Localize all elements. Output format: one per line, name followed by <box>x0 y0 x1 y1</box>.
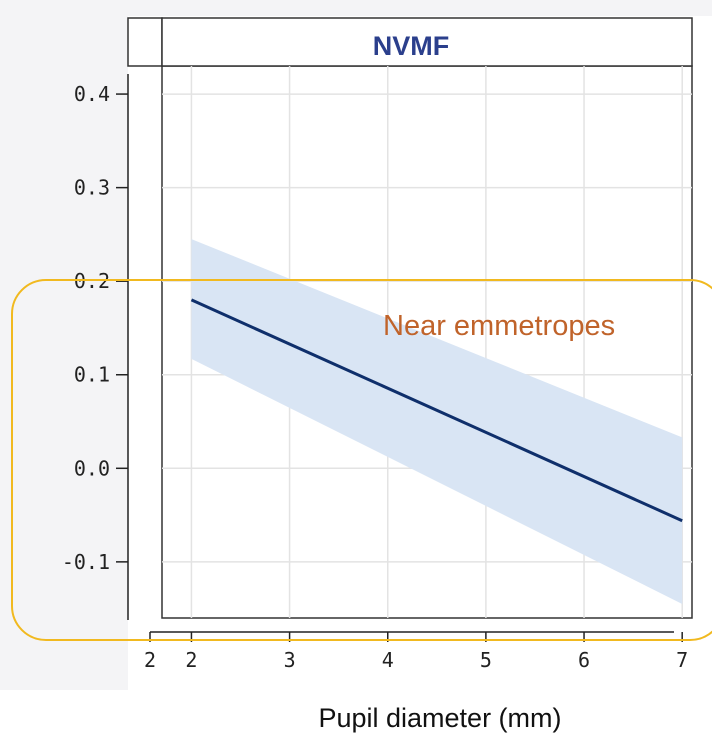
strip-header <box>161 17 693 67</box>
annotation-label: Near emmetropes <box>383 310 615 342</box>
y-tick-label: 0.3 <box>74 176 110 200</box>
x-tick-label: 7 <box>676 648 688 672</box>
x-tick-label: 6 <box>578 648 590 672</box>
y-tick-label: 0.1 <box>74 363 110 387</box>
x-tick-label: 2 <box>185 648 197 672</box>
x-tick-label-clipped: 2 <box>144 648 156 672</box>
y-tick-label: 0.0 <box>74 456 110 480</box>
strip-header-left <box>127 17 163 67</box>
background-strip <box>0 0 128 690</box>
panel-title: NVMF <box>373 31 450 61</box>
x-axis-label: Pupil diameter (mm) <box>318 703 561 733</box>
confidence-band <box>191 239 683 604</box>
fit-line <box>190 298 683 523</box>
x-tick-label: 4 <box>382 648 394 672</box>
y-tick-label: 0.2 <box>74 269 110 293</box>
highlight-box <box>11 279 712 641</box>
y-tick-label: 0.4 <box>74 82 110 106</box>
x-tick-label: 5 <box>480 648 492 672</box>
x-tick-label: 3 <box>284 648 296 672</box>
background-strip <box>128 0 712 16</box>
y-tick-label: -0.1 <box>62 550 110 574</box>
